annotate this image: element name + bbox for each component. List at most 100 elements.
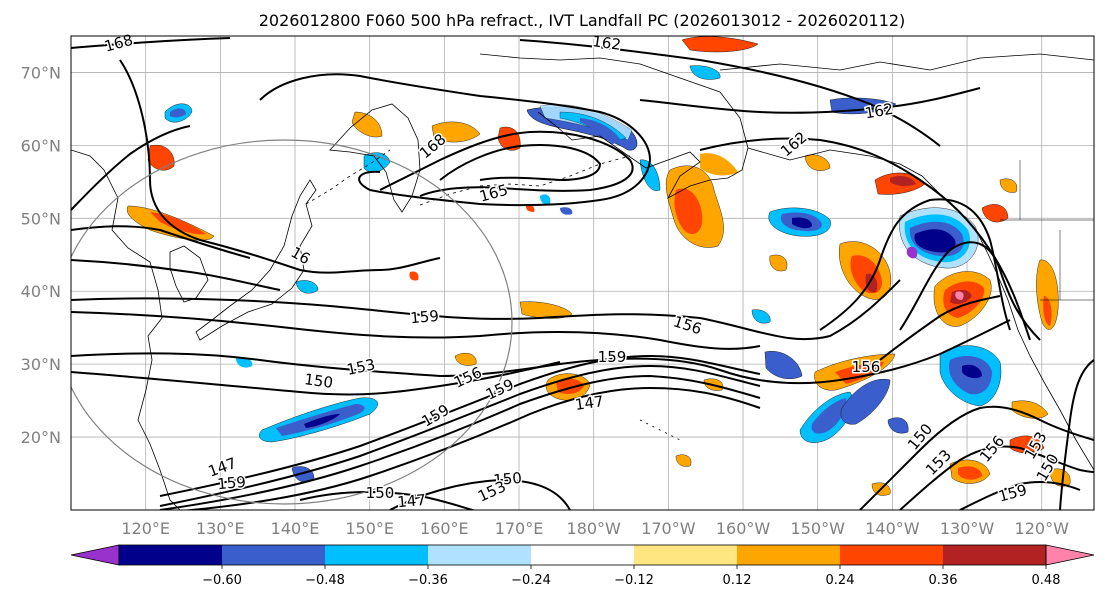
latitude-tick-label: 40°N bbox=[21, 282, 61, 301]
longitude-tick-label: 140°W bbox=[865, 519, 920, 538]
shading-blob bbox=[906, 246, 918, 259]
contour-line bbox=[819, 198, 1011, 331]
colorbar-tick-label: 0.36 bbox=[929, 573, 958, 588]
contour-line bbox=[899, 445, 1094, 510]
latitude-tick-label: 60°N bbox=[21, 136, 61, 155]
coastlines bbox=[71, 53, 1094, 510]
shading-blob bbox=[769, 254, 788, 272]
contour-label: 150 bbox=[366, 484, 395, 502]
shading-blob bbox=[1036, 259, 1059, 330]
aleutians bbox=[419, 155, 631, 206]
map-background bbox=[71, 36, 1094, 510]
colorbar-tick-label: −0.12 bbox=[614, 573, 654, 588]
shading-blob bbox=[958, 466, 982, 480]
colorbar-tick-label: 0.24 bbox=[826, 573, 855, 588]
contour-line bbox=[1059, 359, 1094, 510]
latitude-tick-label: 20°N bbox=[21, 428, 61, 447]
shading-blob bbox=[1011, 400, 1049, 419]
colorbar-tick-label: −0.36 bbox=[408, 573, 448, 588]
colorbar: −0.60 −0.48 −0.36 −0.24 −0.12 0.12 0.24 0.36 0.4… bbox=[70, 544, 1095, 588]
shading-blob bbox=[700, 153, 738, 176]
contour-line bbox=[71, 311, 761, 350]
shading-blob bbox=[764, 351, 803, 379]
colorbar-extend-high bbox=[1045, 544, 1095, 566]
colorbar-segment bbox=[428, 545, 531, 565]
shading-blob bbox=[431, 121, 481, 143]
chart-title: 2026012800 F060 500 hPa refract., IVT La… bbox=[259, 11, 906, 30]
us-border bbox=[1000, 160, 1094, 301]
colorbar-segment bbox=[222, 545, 325, 565]
contour-line bbox=[259, 73, 652, 207]
contour-label: 156 bbox=[852, 358, 881, 376]
contour-line bbox=[699, 137, 1031, 341]
contour-line bbox=[71, 37, 941, 147]
contour-label: 150 bbox=[303, 370, 334, 392]
contour-line bbox=[71, 279, 901, 341]
hawaii-islands bbox=[639, 419, 681, 441]
shading-blob bbox=[1043, 296, 1052, 326]
longitude-tick-label: 120°E bbox=[121, 519, 170, 538]
contour-line bbox=[389, 478, 571, 510]
contour-line bbox=[181, 386, 761, 510]
latitude-tick-label: 50°N bbox=[21, 209, 61, 228]
shading-blob bbox=[526, 205, 535, 212]
colorbar-segment bbox=[634, 545, 737, 565]
longitude-tick-label: 130°W bbox=[940, 519, 995, 538]
shading-blob bbox=[890, 176, 916, 187]
longitude-tick-label: 180°W bbox=[567, 519, 622, 538]
alaska-coastline bbox=[479, 53, 749, 200]
shading-blob bbox=[1049, 468, 1071, 487]
colorbar-tick-label: −0.48 bbox=[305, 573, 345, 588]
contour-line bbox=[159, 374, 761, 510]
colorbar-extend-low bbox=[70, 544, 120, 566]
northamerica-coastline bbox=[747, 147, 1094, 471]
landfall-region-circle bbox=[71, 139, 513, 505]
contour-line bbox=[639, 87, 981, 114]
asia-coastline bbox=[71, 149, 181, 510]
shading-blob bbox=[675, 454, 692, 467]
contour-line bbox=[71, 125, 191, 211]
shading-blob bbox=[811, 398, 847, 434]
longitude-tick-label: 160°E bbox=[420, 519, 469, 538]
shading-blob bbox=[454, 353, 477, 366]
colorbar-segment bbox=[737, 545, 840, 565]
shading-blob bbox=[580, 118, 622, 144]
contour-line bbox=[879, 295, 1001, 361]
contour-line bbox=[71, 361, 561, 396]
colorbar-tick-label: 0.48 bbox=[1032, 573, 1061, 588]
contour-line bbox=[379, 130, 634, 197]
contour-line bbox=[119, 59, 441, 274]
colorbar-segment bbox=[531, 545, 634, 565]
colorbar-segment bbox=[943, 545, 1046, 565]
shading-blob bbox=[689, 65, 721, 80]
shading-blob bbox=[751, 309, 771, 324]
shading-blob bbox=[962, 364, 982, 379]
contour-label: 159 bbox=[217, 473, 247, 493]
longitude-ticks: 120°E 130°E 140°E 150°E 160°E 170°E 180°W 170°W… bbox=[121, 519, 1069, 538]
contour-line bbox=[159, 364, 761, 507]
shading-blob bbox=[674, 188, 703, 234]
contour-line bbox=[71, 225, 251, 259]
colorbar-tick-label: 0.12 bbox=[723, 573, 752, 588]
latitude-tick-label: 70°N bbox=[21, 63, 61, 82]
contour-label: 150 bbox=[493, 469, 523, 489]
colorbar-segment bbox=[325, 545, 428, 565]
colorbar-segment bbox=[119, 545, 222, 565]
shading-blob bbox=[865, 273, 878, 293]
shading-blob bbox=[170, 108, 186, 118]
shading-blob bbox=[914, 229, 956, 253]
map-frame bbox=[70, 35, 1095, 511]
longitude-tick-label: 150°W bbox=[791, 519, 846, 538]
shading-blob bbox=[540, 194, 551, 205]
shading-blob bbox=[304, 414, 340, 428]
contour-line bbox=[71, 259, 281, 291]
contour-label: 153 bbox=[345, 355, 377, 379]
longitude-tick-label: 150°E bbox=[345, 519, 394, 538]
contour-label: 147 bbox=[397, 491, 427, 511]
shading-blob bbox=[804, 154, 831, 171]
shading-blob bbox=[840, 378, 891, 425]
shading-blob bbox=[999, 178, 1018, 193]
contour-label: 159 bbox=[598, 348, 627, 366]
shading-blob bbox=[291, 466, 315, 483]
